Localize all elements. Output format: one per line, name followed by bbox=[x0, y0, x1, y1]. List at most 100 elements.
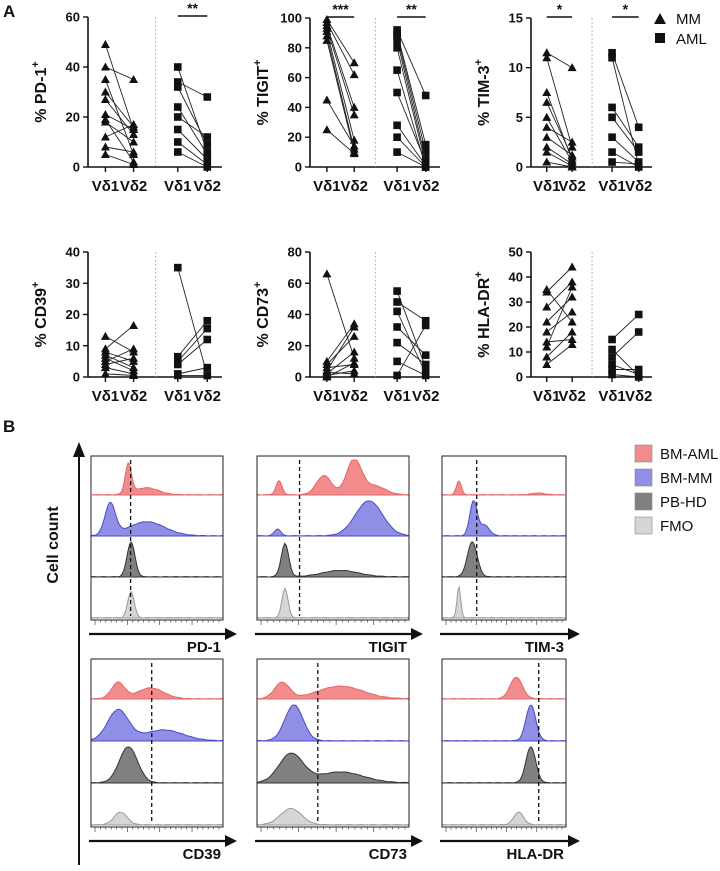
pair-line bbox=[396, 326, 427, 356]
mm-point bbox=[349, 358, 359, 367]
mm-point bbox=[349, 141, 359, 150]
aml-point bbox=[393, 357, 401, 366]
histogram-pb-hd bbox=[91, 541, 223, 578]
aml-point bbox=[173, 113, 182, 121]
aml-point bbox=[393, 307, 401, 316]
mm-point bbox=[100, 117, 110, 126]
aml-point bbox=[203, 140, 212, 149]
mm-point bbox=[542, 132, 552, 141]
aml-point bbox=[634, 123, 643, 132]
x-category-label: Vδ1 bbox=[598, 388, 625, 405]
histogram-y-axis: Cell count bbox=[45, 442, 85, 865]
significance-label: * bbox=[557, 1, 563, 17]
y-tick-label: 0 bbox=[516, 160, 523, 175]
histogram-bm-mm bbox=[257, 704, 409, 742]
y-tick-label: 40 bbox=[288, 100, 302, 115]
pair-line bbox=[611, 349, 640, 377]
pair-line bbox=[326, 35, 355, 150]
mm-point bbox=[567, 340, 577, 348]
pair-line bbox=[104, 44, 134, 130]
aml-point bbox=[421, 321, 430, 330]
aml-point bbox=[421, 360, 430, 369]
x-category-label: Vδ1 bbox=[313, 388, 340, 405]
x-category-label: Vδ2 bbox=[194, 388, 221, 405]
x-category-label: Vδ2 bbox=[120, 178, 147, 195]
mm-point bbox=[129, 130, 139, 138]
x-axis-arrowhead bbox=[225, 835, 237, 847]
legend-bm-aml-label: BM-AML bbox=[660, 446, 718, 463]
legend-pb-hd-label: PB-HD bbox=[660, 494, 707, 511]
mm-point bbox=[542, 342, 552, 351]
aml-point bbox=[634, 310, 643, 319]
mm-point bbox=[129, 125, 139, 133]
mm-point bbox=[567, 150, 577, 159]
legend-a: MM AML bbox=[654, 11, 707, 48]
y-tick-label: 0 bbox=[295, 370, 302, 385]
pair-line bbox=[326, 19, 355, 63]
y-axis-label-superscript: + bbox=[473, 59, 485, 65]
histogram-bm-aml bbox=[257, 681, 409, 700]
marker-label: CD39 bbox=[183, 846, 221, 863]
aml-point bbox=[393, 121, 401, 130]
aml-point bbox=[393, 133, 401, 141]
pair-line bbox=[611, 52, 640, 128]
pair-line bbox=[396, 325, 427, 376]
x-category-label: Vδ1 bbox=[164, 388, 191, 405]
pair-line bbox=[396, 29, 427, 96]
pair-line bbox=[546, 117, 573, 163]
pair-line bbox=[105, 357, 134, 365]
aml-point bbox=[608, 365, 616, 374]
y-tick-label: 0 bbox=[73, 370, 80, 385]
pair-line bbox=[546, 161, 573, 168]
mm-point bbox=[349, 331, 359, 340]
aml-point bbox=[634, 365, 643, 374]
x-category-label: Vδ1 bbox=[383, 178, 410, 195]
legend-bm-aml-swatch bbox=[634, 444, 653, 463]
pair-line bbox=[105, 348, 134, 362]
pair-line bbox=[105, 121, 134, 143]
pair-line bbox=[546, 52, 573, 69]
histogram-pb-hd bbox=[257, 542, 409, 578]
pair-line bbox=[546, 286, 573, 348]
histogram-frame bbox=[90, 455, 224, 621]
mm-point bbox=[542, 147, 552, 156]
y-axis-label-superscript: + bbox=[30, 61, 42, 67]
aml-point bbox=[608, 345, 616, 354]
aml-point bbox=[173, 125, 182, 134]
x-axis-arrowhead bbox=[568, 628, 580, 640]
histogram-panel-tim-3: TIM-3 bbox=[440, 455, 580, 656]
y-axis-label-superscript: + bbox=[252, 281, 264, 287]
panel-letter-a: A bbox=[3, 2, 15, 21]
y-tick-label: 60 bbox=[66, 10, 80, 25]
mm-point bbox=[349, 58, 359, 67]
pair-line bbox=[611, 331, 639, 358]
pair-line bbox=[396, 136, 427, 168]
mm-point bbox=[542, 88, 552, 96]
pair-line bbox=[105, 351, 134, 362]
mm-point bbox=[542, 48, 552, 57]
pair-line bbox=[546, 151, 573, 167]
aml-point bbox=[608, 148, 616, 156]
pair-line bbox=[396, 290, 427, 368]
aml-point bbox=[173, 103, 182, 111]
marker-label: TIM-3 bbox=[525, 639, 564, 656]
pair-line bbox=[105, 66, 134, 80]
mm-point bbox=[567, 262, 577, 271]
aml-point bbox=[173, 352, 182, 361]
y-tick-label: 50 bbox=[509, 245, 523, 260]
aml-point bbox=[203, 133, 212, 141]
y-axis-label: % HLA-DR+ bbox=[473, 271, 493, 357]
pair-line bbox=[396, 35, 427, 153]
mm-point bbox=[322, 26, 332, 35]
y-axis-label: % TIM-3+ bbox=[473, 59, 493, 126]
marker-label: HLA-DR bbox=[507, 846, 565, 863]
pair-line bbox=[326, 273, 355, 359]
aml-point bbox=[173, 148, 182, 156]
marker-label: PD-1 bbox=[187, 639, 221, 656]
mm-point bbox=[542, 287, 552, 296]
aml-point bbox=[393, 298, 401, 306]
y-tick-label: 10 bbox=[509, 345, 523, 360]
x-category-label: Vδ1 bbox=[598, 178, 625, 195]
